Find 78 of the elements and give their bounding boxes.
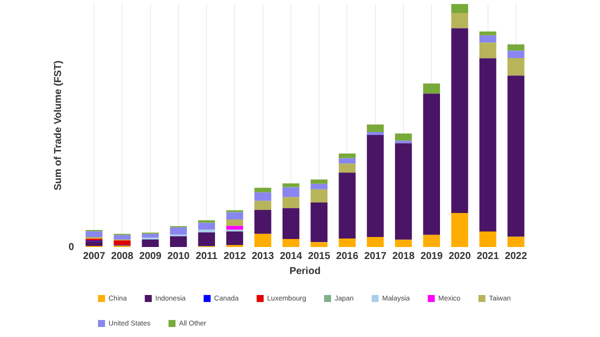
- bar: [508, 50, 524, 58]
- bar: [479, 35, 496, 43]
- bar: [479, 31, 496, 36]
- bar: [114, 240, 131, 245]
- bar: [479, 42, 496, 58]
- bar: [366, 237, 384, 247]
- x-tick-label: 2020: [448, 250, 472, 262]
- bar: [226, 231, 244, 246]
- bar: [142, 234, 159, 238]
- bar: [170, 236, 187, 247]
- bar: [198, 230, 215, 232]
- bar: [114, 235, 131, 240]
- bar: [395, 143, 412, 240]
- bar: [282, 183, 300, 188]
- bar: [479, 58, 496, 232]
- bar: [423, 94, 440, 235]
- bar: [508, 76, 524, 237]
- bar: [508, 58, 524, 76]
- bar: [395, 240, 412, 247]
- bar: [254, 188, 272, 192]
- x-tick-label: 2007: [82, 250, 106, 262]
- bar: [86, 231, 102, 238]
- x-tick-label: 2018: [392, 250, 415, 262]
- x-tick-label: 2016: [336, 250, 359, 262]
- x-tick-label: 2015: [308, 250, 331, 262]
- x-tick-label: 2019: [420, 250, 444, 262]
- bar: [310, 189, 328, 203]
- x-tick-label: 2008: [111, 250, 134, 262]
- bar: [451, 212, 468, 247]
- bar: [310, 202, 328, 242]
- bar: [254, 192, 272, 201]
- bar: [366, 132, 384, 135]
- bar: [508, 236, 524, 247]
- bar: [366, 134, 384, 238]
- bar: [395, 140, 412, 144]
- x-tick-label: 2014: [280, 250, 302, 262]
- bar: [451, 4, 468, 13]
- bar: [338, 164, 356, 173]
- bar: [338, 153, 356, 158]
- bar: [508, 44, 524, 51]
- x-tick-label: 2012: [224, 250, 246, 262]
- bar: [86, 241, 102, 246]
- bar: [198, 232, 215, 246]
- bar: [254, 210, 272, 234]
- y-axis-title: Sum of Trade Volume (FST): [52, 60, 64, 190]
- bar: [198, 222, 215, 230]
- bar: [451, 12, 468, 28]
- x-tick-label: 2011: [196, 250, 218, 262]
- bar: [338, 158, 356, 164]
- bar: [395, 134, 412, 141]
- bar: [338, 238, 356, 247]
- bar: [254, 234, 272, 247]
- bar: [282, 238, 300, 247]
- x-tick-label: 2009: [139, 250, 162, 262]
- x-tick-label: 2022: [504, 250, 528, 262]
- x-axis-title: Period: [289, 266, 321, 277]
- bar: [423, 83, 440, 94]
- bar: [282, 197, 300, 208]
- bar: [310, 242, 328, 247]
- bar: [142, 239, 159, 247]
- x-tick-label: 2010: [167, 250, 190, 262]
- bar: [226, 212, 244, 220]
- bar: [423, 234, 440, 247]
- x-tick-label: 2021: [476, 250, 500, 262]
- text: 0: [68, 242, 74, 253]
- bar: [282, 208, 300, 239]
- bar: [226, 220, 244, 226]
- x-tick-label: 2017: [364, 250, 387, 262]
- bar: [170, 227, 187, 235]
- bar: [310, 179, 328, 184]
- bar: [282, 187, 300, 198]
- bar: [451, 28, 468, 213]
- bar: [366, 124, 384, 132]
- bar: [338, 172, 356, 238]
- bar: [310, 184, 328, 190]
- x-tick-label: 2013: [252, 250, 274, 262]
- bar: [479, 231, 496, 247]
- bar: [254, 200, 272, 210]
